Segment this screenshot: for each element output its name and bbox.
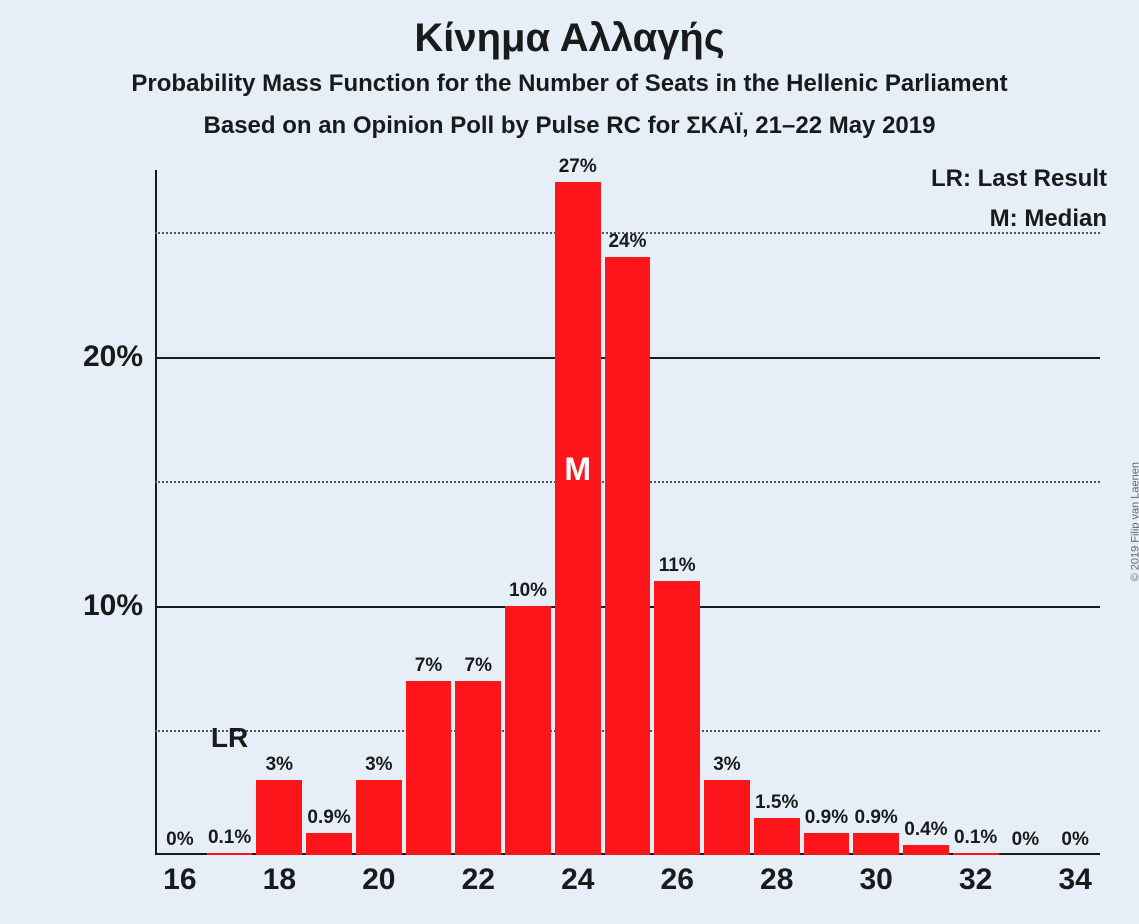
bar-value-label: 24% [608, 231, 646, 257]
copyright-text: © 2019 Filip van Laenen [1129, 462, 1139, 581]
bar-value-label: 0.9% [855, 807, 898, 833]
y-tick-label: 20% [83, 340, 155, 374]
bar: 3% [356, 780, 402, 855]
bar: 0.1% [953, 853, 999, 855]
x-tick-label: 26 [661, 855, 694, 897]
bar: 7% [406, 681, 452, 855]
x-tick-label: 32 [959, 855, 992, 897]
bar: 0.1% [207, 853, 253, 855]
bar-value-label: 10% [509, 580, 547, 606]
bar-value-label: 3% [266, 754, 293, 780]
bar-value-label: 27% [559, 156, 597, 182]
bar-value-label: 1.5% [755, 792, 798, 818]
x-tick-label: 20 [362, 855, 395, 897]
bar-value-label: 11% [659, 555, 696, 581]
chart-subtitle-1: Probability Mass Function for the Number… [0, 70, 1139, 98]
bar: 3% [256, 780, 302, 855]
bar: 24% [605, 257, 651, 855]
chart-subtitle-2: Based on an Opinion Poll by Pulse RC for… [0, 112, 1139, 140]
bar: 7% [455, 681, 501, 855]
bar: 3% [704, 780, 750, 855]
x-tick-label: 16 [163, 855, 196, 897]
bar-value-label: 0% [166, 829, 193, 855]
bar-value-label: 7% [415, 655, 442, 681]
chart-plot-area: 10%20%161820222426283032340%0.1%3%0.9%3%… [155, 170, 1100, 855]
bar-value-label: 0.4% [904, 819, 947, 845]
bar-value-label: 0% [1061, 829, 1088, 855]
bar: 0.4% [903, 845, 949, 855]
y-axis-line [155, 170, 157, 855]
bar: 0.9% [853, 833, 899, 855]
last-result-marker: LR [211, 722, 248, 754]
x-tick-label: 34 [1058, 855, 1091, 897]
bar: 0.9% [804, 833, 850, 855]
bar: 10% [505, 606, 551, 855]
bar-value-label: 7% [465, 655, 492, 681]
x-tick-label: 24 [561, 855, 594, 897]
bar-value-label: 3% [713, 754, 740, 780]
chart-title: Κίνημα Αλλαγής [0, 16, 1139, 61]
bar-value-label: 3% [365, 754, 392, 780]
x-tick-label: 28 [760, 855, 793, 897]
bar-value-label: 0.1% [954, 827, 997, 853]
x-tick-label: 22 [462, 855, 495, 897]
y-tick-label: 10% [83, 589, 155, 623]
x-tick-label: 18 [263, 855, 296, 897]
bar: 27%M [555, 182, 601, 855]
bar-value-label: 0.9% [805, 807, 848, 833]
bar: 1.5% [754, 818, 800, 855]
bar-value-label: 0% [1012, 829, 1039, 855]
bar: 11% [654, 581, 700, 855]
x-tick-label: 30 [859, 855, 892, 897]
bar-value-label: 0.1% [208, 827, 251, 853]
bar: 0.9% [306, 833, 352, 855]
bar-value-label: 0.9% [307, 807, 350, 833]
median-marker: M [564, 451, 591, 488]
